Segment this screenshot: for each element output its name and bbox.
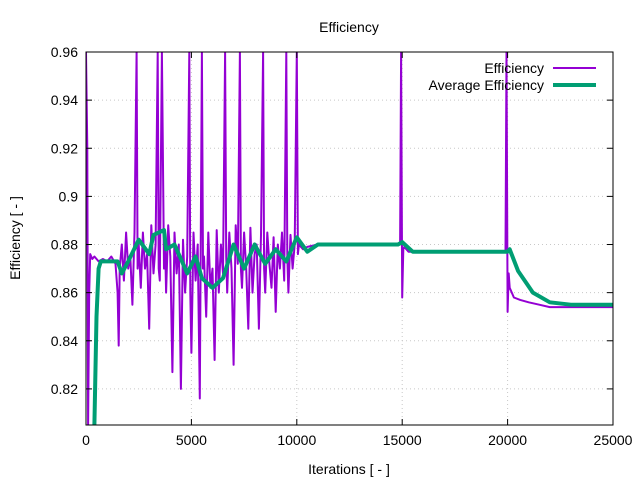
ticks: 0 5000 10000 15000 20000 25000 0.82 0.84 0.86 0.8…: [51, 44, 633, 448]
y-tick-label: 0.92: [51, 140, 78, 156]
y-axis-label: Efficiency [ - ]: [7, 196, 23, 280]
y-tick-label: 0.86: [51, 285, 78, 301]
y-tick-label: 0.84: [51, 333, 78, 349]
x-tick-label: 25000: [594, 432, 633, 448]
y-tick-label: 0.88: [51, 237, 78, 253]
y-tick-label: 0.96: [51, 44, 78, 60]
chart-title: Efficiency: [319, 19, 379, 35]
y-tick-label: 0.82: [51, 381, 78, 397]
legend-label: Average Efficiency: [429, 77, 544, 93]
x-tick-label: 5000: [176, 432, 207, 448]
plot-border: [85, 51, 614, 426]
x-tick-label: 0: [82, 432, 90, 448]
x-axis-label: Iterations [ - ]: [308, 461, 390, 477]
x-tick-label: 20000: [488, 432, 527, 448]
x-tick-label: 15000: [383, 432, 422, 448]
series-layer: [86, 52, 613, 425]
series-line-efficiency: [86, 52, 613, 425]
series-line-average-efficiency: [92, 228, 613, 425]
y-tick-label: 0.94: [51, 92, 78, 108]
x-tick-label: 10000: [277, 432, 316, 448]
legend-label: Efficiency: [484, 60, 544, 76]
y-tick-label: 0.9: [59, 188, 79, 204]
